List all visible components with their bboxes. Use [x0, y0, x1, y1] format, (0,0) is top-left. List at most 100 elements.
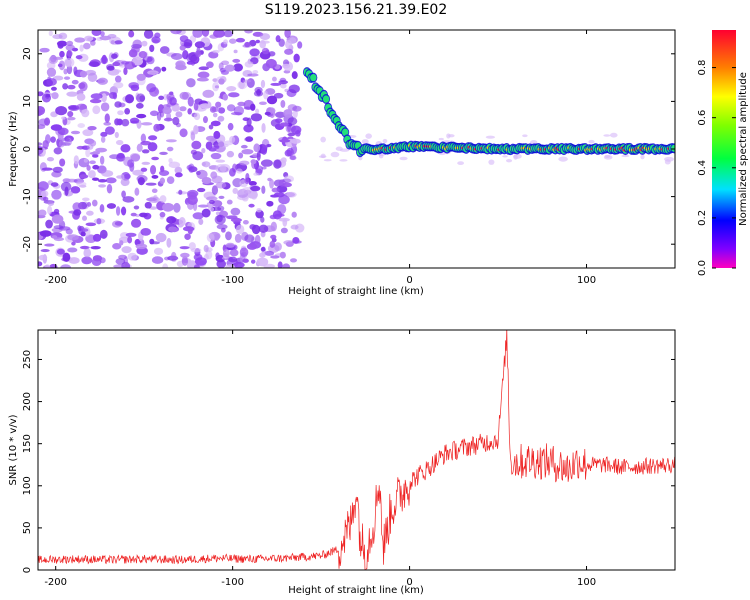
heatmap-noise-cell	[506, 159, 513, 163]
heatmap-noise-cell	[195, 50, 202, 58]
heatmap-noise-cell	[259, 252, 266, 258]
x-tick-label: 0	[406, 577, 412, 588]
heatmap-noise-cell	[149, 110, 159, 117]
heatmap-noise-cell	[161, 66, 167, 72]
heatmap-noise-cell	[39, 230, 52, 237]
heatmap-noise-cell	[187, 108, 193, 115]
line-panel: -200 -100 0 100 0 50 100 150 200 250 Height of st…	[8, 329, 676, 596]
heatmap-noise-cell	[99, 155, 105, 165]
heatmap-noise-cell	[64, 186, 69, 196]
heatmap-noise-cell	[56, 248, 65, 255]
heatmap-noise-cell	[208, 199, 215, 205]
heatmap-noise-cell	[248, 181, 257, 186]
heatmap-noise-cell	[128, 49, 138, 58]
heatmap-noise-cell	[79, 174, 89, 179]
heatmap-noise-cell	[283, 240, 295, 245]
y-tick-label: -10	[22, 188, 33, 204]
heatmap-noise-cell	[254, 234, 261, 244]
heatmap-noise-cell	[88, 170, 96, 179]
heatmap-noise-cell	[83, 158, 88, 163]
heatmap-noise-cell	[96, 218, 102, 225]
heatmap-noise-cell	[278, 38, 285, 47]
heatmap-marks	[38, 30, 675, 268]
heatmap-noise-cell	[199, 103, 212, 109]
heatmap-noise-cell	[212, 49, 220, 54]
heatmap-noise-cell	[274, 111, 286, 118]
heatmap-noise-cell	[193, 101, 199, 111]
heatmap-noise-cell	[175, 111, 183, 118]
heatmap-noise-cell	[255, 39, 260, 44]
heatmap-noise-cell	[186, 78, 196, 88]
heatmap-noise-cell	[184, 233, 191, 240]
heatmap-noise-cell	[92, 154, 99, 158]
heatmap-noise-cell	[320, 153, 326, 159]
heatmap-noise-cell	[50, 111, 58, 118]
x-tick-label: -100	[221, 577, 244, 588]
line-y-axis-label: SNR (10 * v/v)	[8, 414, 19, 485]
heatmap-noise-cell	[201, 176, 212, 185]
heatmap-noise-cell	[272, 76, 277, 82]
heatmap-noise-cell	[215, 252, 220, 260]
heatmap-noise-cell	[261, 122, 266, 133]
heatmap-noise-cell	[282, 63, 291, 69]
heatmap-noise-cell	[244, 41, 251, 48]
heatmap-noise-cell	[111, 69, 122, 73]
heatmap-noise-cell	[213, 30, 226, 38]
heatmap-noise-cell	[240, 144, 248, 149]
heatmap-noise-cell	[117, 110, 124, 116]
heatmap-noise-cell	[53, 208, 60, 214]
heatmap-noise-cell	[244, 177, 250, 185]
heatmap-noise-cell	[255, 108, 260, 114]
heatmap-noise-cell	[110, 40, 115, 45]
heatmap-noise-cell	[226, 199, 233, 205]
heatmap-noise-cell	[210, 120, 221, 127]
y-tick-label: 0	[22, 146, 33, 152]
heatmap-noise-cell	[191, 140, 202, 150]
x-tick-label: -100	[221, 275, 244, 286]
heatmap-noise-cell	[280, 99, 286, 108]
heatmap-noise-cell	[90, 40, 96, 46]
heatmap-noise-cell	[320, 136, 326, 143]
heatmap-noise-cell	[99, 229, 108, 239]
heatmap-noise-cell	[283, 175, 294, 183]
heatmap-noise-cell	[38, 181, 49, 191]
heatmap-noise-cell	[143, 30, 154, 39]
heatmap-noise-cell	[148, 196, 160, 203]
heatmap-noise-cell	[237, 101, 246, 107]
heatmap-noise-cell	[70, 186, 81, 194]
heatmap-noise-cell	[201, 30, 210, 37]
heatmap-noise-cell	[53, 147, 63, 155]
colorbar-gradient	[712, 30, 736, 268]
heatmap-noise-cell	[283, 109, 293, 118]
heatmap-noise-cell	[205, 61, 214, 69]
colorbar-ticks: 0.0 0.2 0.4 0.6 0.8	[697, 60, 736, 276]
heatmap-noise-cell	[339, 159, 348, 162]
heatmap-noise-cell	[218, 141, 225, 148]
heatmap-noise-cell	[62, 83, 69, 90]
heatmap-noise-cell	[266, 200, 274, 207]
heatmap-noise-cell	[323, 159, 332, 162]
x-tick-label: 100	[577, 275, 596, 286]
heatmap-noise-cell	[51, 214, 64, 224]
heatmap-noise-cell	[65, 44, 75, 51]
heatmap-noise-cell	[123, 67, 128, 76]
heatmap-noise-cell	[38, 106, 46, 116]
heatmap-noise-cell	[90, 93, 103, 100]
heatmap-noise-cell	[97, 77, 108, 85]
heatmap-noise-cell	[193, 112, 201, 121]
heatmap-noise-cell	[280, 227, 288, 234]
heatmap-noise-cell	[399, 156, 408, 161]
heatmap-noise-cell	[148, 135, 158, 141]
heatmap-noise-cell	[223, 30, 233, 38]
heatmap-noise-cell	[215, 159, 226, 163]
heatmap-noise-cell	[249, 48, 260, 57]
heatmap-noise-cell	[159, 195, 167, 203]
heatmap-noise-cell	[256, 208, 262, 213]
heatmap-noise-cell	[297, 41, 303, 49]
heatmap-noise-cell	[259, 33, 271, 41]
snr-series-line	[38, 330, 675, 570]
heatmap-noise-cell	[197, 187, 206, 193]
heatmap-noise-cell	[100, 31, 105, 37]
heatmap-noise-cell	[47, 205, 53, 215]
